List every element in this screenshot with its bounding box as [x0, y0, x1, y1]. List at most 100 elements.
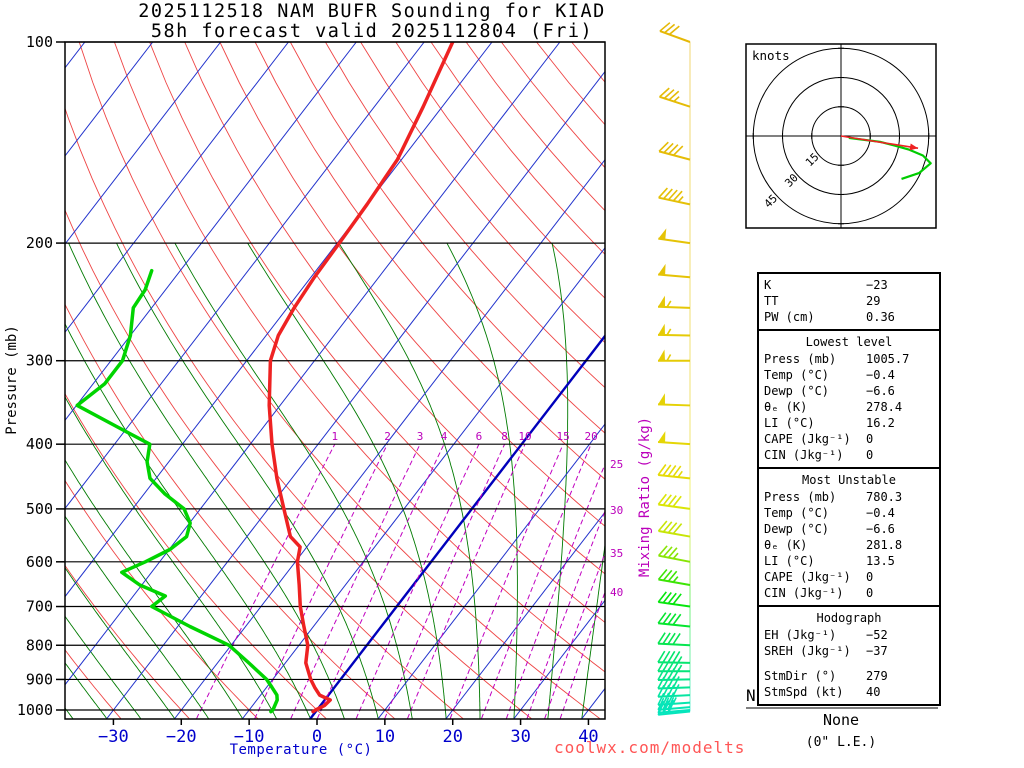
stat-value: −23: [866, 278, 888, 292]
barb-full: [657, 650, 666, 663]
isotherm-line: [65, 42, 154, 157]
stats-section-title: Hodograph: [816, 611, 882, 625]
mixing-ratio-value-label: 8: [501, 430, 508, 443]
mixing-ratio-value-label: 40: [610, 586, 623, 599]
wind-barb: [659, 22, 691, 43]
mixing-ratio-value-label: 1: [331, 430, 338, 443]
stat-value: 281.8: [866, 538, 903, 552]
moist-adiabat-line: [65, 662, 108, 719]
barb-full: [667, 570, 678, 582]
stat-label: CAPE (Jkg⁻¹): [764, 432, 851, 446]
wind-barb: [657, 323, 691, 337]
temperature-tick-label: −10: [234, 727, 265, 747]
barb-full: [662, 592, 672, 604]
isotherm-line: [65, 42, 357, 422]
barb-full: [662, 632, 671, 645]
stat-row: PW (cm) 0.36: [759, 309, 939, 325]
barb-full: [662, 521, 673, 533]
moist-adiabat-line: [116, 242, 379, 719]
mixing-ratio-value-label: 15: [556, 430, 569, 443]
stat-row: StmDir (°) 279: [759, 668, 939, 684]
stat-row: Dewp (°C) −6.6: [759, 383, 939, 399]
barb-full: [662, 697, 670, 710]
wind-barb: [657, 464, 691, 480]
barb-full: [657, 464, 667, 476]
stat-label: CIN (Jkg⁻¹): [764, 586, 844, 600]
barb-full: [672, 190, 683, 202]
barb-staff: [657, 305, 691, 309]
barb-half: [666, 300, 672, 308]
barb-full: [662, 464, 672, 476]
stat-label: CIN (Jkg⁻¹): [764, 448, 844, 462]
moist-adiabat-line: [446, 242, 518, 719]
barb-full: [657, 659, 666, 672]
wind-barb: [657, 696, 691, 711]
stat-row: CIN (Jkg⁻¹) 0: [759, 585, 939, 601]
barb-full: [657, 612, 667, 624]
barb-full: [657, 493, 667, 505]
barb-full: [668, 144, 679, 155]
stat-value: 0: [866, 570, 874, 584]
dry-adiabat-line: [65, 209, 464, 719]
stat-label: Temp (°C): [764, 506, 830, 520]
mixing-ratio-line: [196, 443, 336, 719]
stat-label: StmSpd (kt): [764, 685, 844, 699]
dewpoint-profile-line: [75, 268, 279, 714]
barb-staff: [658, 440, 691, 446]
stat-label: SREH (Jkg⁻¹): [764, 644, 851, 658]
pressure-tick-label: 400: [26, 435, 53, 453]
stat-value: 278.4: [866, 400, 903, 414]
pressure-tick-label: 200: [26, 234, 53, 252]
barb-full: [662, 546, 673, 558]
stats-section-title: Most Unstable: [802, 473, 896, 487]
ptype-note: (0" L.E.): [806, 735, 876, 750]
stat-row: K −23: [759, 277, 939, 293]
pressure-tick-label: 700: [26, 598, 53, 616]
dry-adiabat-line: [78, 42, 601, 719]
mixing-ratio-value-label: 25: [610, 458, 623, 471]
pressure-tick-label: 600: [26, 553, 53, 571]
moist-adiabat-line: [65, 396, 277, 719]
barb-full: [658, 187, 668, 199]
stat-label: LI (°C): [764, 416, 815, 430]
stats-section: Hodograph EH (Jkg⁻¹) −52 SREH (Jkg⁻¹) −37 Stm…: [759, 605, 939, 704]
barb-full: [659, 22, 671, 32]
mixing-ratio-value-label: 10: [518, 430, 531, 443]
barb-full: [672, 613, 682, 626]
barb-full: [672, 523, 683, 535]
barb-full: [663, 142, 674, 154]
stat-row: StmSpd (kt) 40: [759, 684, 939, 700]
stat-value: −6.6: [866, 522, 895, 536]
stat-label: StmDir (°): [764, 669, 837, 683]
barb-half: [673, 96, 680, 103]
wind-barb: [658, 141, 691, 161]
temperature-tick-label: −20: [166, 727, 197, 747]
wind-barb: [657, 612, 691, 628]
wind-barb: [658, 263, 691, 279]
dry-adiabat-line: [325, 42, 605, 389]
dry-adiabat-line: [65, 303, 395, 719]
barb-full: [657, 545, 668, 557]
temperature-tick-label: 40: [578, 727, 598, 747]
moist-adiabat-line: [174, 242, 413, 719]
dry-adiabat-line: [149, 42, 605, 624]
barb-full: [667, 522, 678, 534]
stat-value: 29: [866, 294, 881, 308]
barb-full: [667, 613, 677, 625]
barb-full: [667, 632, 676, 645]
stat-value: 13.5: [866, 554, 895, 568]
temperature-profile-line: [267, 42, 455, 714]
isotherm-line: [65, 42, 493, 598]
barb-full: [667, 592, 677, 604]
wind-barb: [657, 701, 691, 716]
dry-adiabat-line: [360, 42, 605, 344]
wind-barb: [657, 684, 691, 698]
stat-row: LI (°C) 16.2: [759, 415, 939, 431]
mixing-ratio-line: [355, 443, 480, 719]
barb-staff: [658, 150, 691, 161]
dry-adiabat-line: [219, 42, 605, 527]
barb-half: [666, 354, 672, 362]
barb-full: [668, 25, 680, 36]
